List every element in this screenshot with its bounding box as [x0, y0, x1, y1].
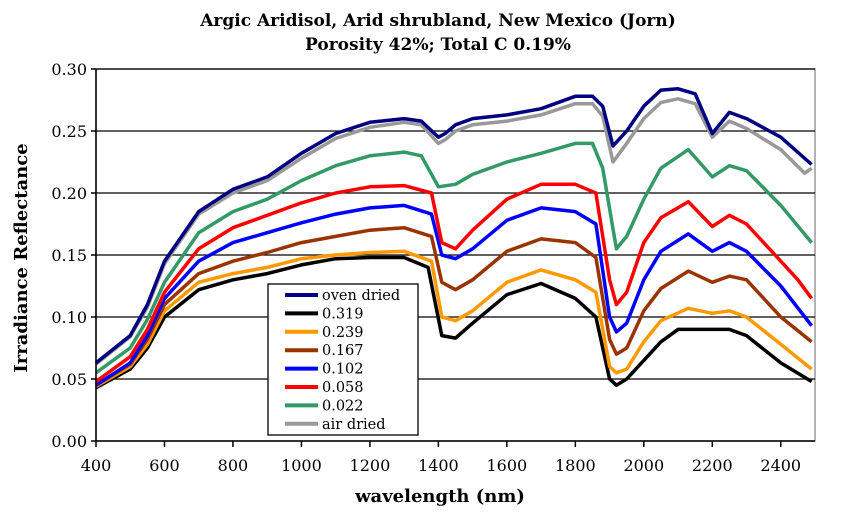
x-tick-label: 1000	[281, 456, 322, 475]
series-line-0-102	[95, 203, 813, 387]
legend-label: oven dried	[322, 288, 400, 304]
legend-label: 0.058	[322, 380, 364, 396]
series-lines	[94, 87, 814, 390]
y-tick-label: 0.15	[51, 246, 87, 265]
axes: 0.00 0.05 0.10 0.15 0.20 0.25 0.30 400 600 800 100…	[51, 60, 815, 475]
series-line-0-022	[94, 141, 813, 375]
x-tick-label: 2400	[760, 456, 801, 475]
series-line-0-167	[95, 225, 813, 387]
legend-box	[267, 283, 419, 436]
x-tick-label: 1200	[350, 456, 391, 475]
y-tick-label: 0.30	[51, 60, 87, 79]
series-line-0-058	[94, 182, 814, 383]
x-tick-label: 600	[149, 456, 180, 475]
x-tick-label: 400	[81, 456, 112, 475]
x-tick-label: 1400	[418, 456, 459, 475]
y-tick-label: 0.20	[51, 184, 87, 203]
series-line-oven-dried	[94, 87, 813, 365]
x-tick-label: 1800	[555, 456, 596, 475]
y-tick-label: 0.00	[51, 432, 87, 451]
x-tick-label: 1600	[486, 456, 527, 475]
y-axis-label: Irradiance Reflectance	[11, 143, 32, 372]
series-line-0-319	[95, 255, 813, 390]
y-tick-label: 0.25	[51, 122, 87, 141]
legend-label: 0.167	[322, 343, 364, 359]
y-tick-label: 0.05	[51, 370, 87, 389]
y-tick-label: 0.10	[51, 308, 87, 327]
legend-label: 0.102	[322, 362, 364, 378]
series-line-air-dried	[94, 97, 813, 366]
series-line-0-239	[95, 249, 813, 388]
x-tick-label: 2200	[692, 456, 733, 475]
x-tick-label: 800	[218, 456, 249, 475]
legend-label: 0.239	[322, 325, 364, 341]
legend: oven dried 0.319 0.239 0.167 0.102 0.058 0.022…	[267, 283, 419, 436]
legend-label: 0.319	[322, 306, 364, 322]
legend-label: 0.022	[322, 398, 364, 414]
x-axis-label: wavelength (nm)	[354, 486, 525, 507]
chart-title: Argic Aridisol, Arid shrubland, New Mexi…	[199, 11, 676, 31]
x-tick-label: 2000	[623, 456, 664, 475]
legend-label: air dried	[322, 417, 386, 433]
chart-subtitle: Porosity 42%; Total C 0.19%	[305, 35, 571, 55]
